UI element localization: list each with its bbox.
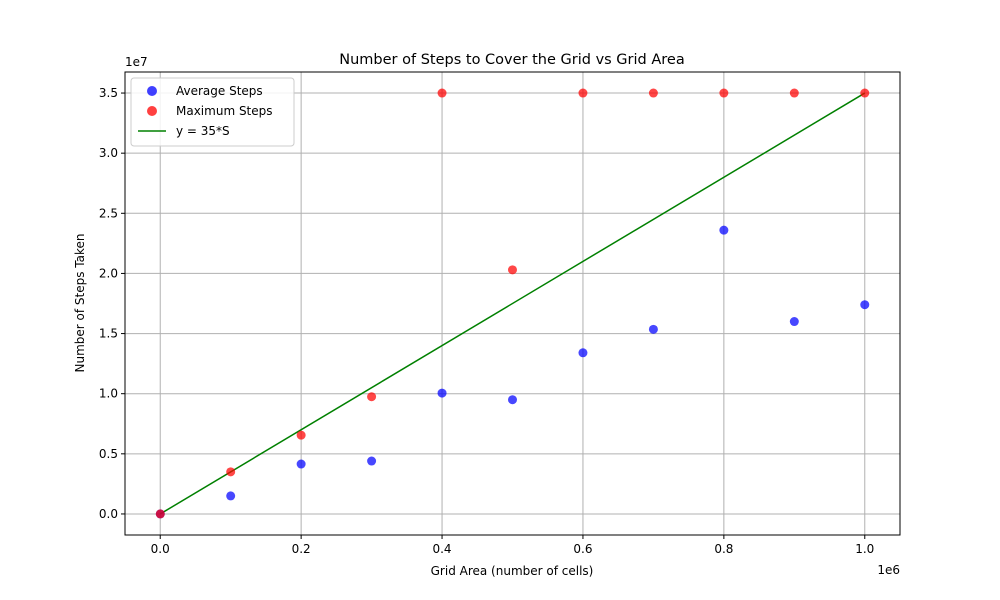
maximum-steps-point bbox=[155, 509, 165, 519]
average-steps-point bbox=[789, 317, 799, 327]
average-steps-point bbox=[367, 456, 377, 466]
legend: Average Steps Maximum Steps y = 35*S bbox=[130, 77, 295, 147]
maximum-steps-point bbox=[437, 88, 447, 98]
average-steps-point bbox=[437, 388, 447, 398]
chart-title: Number of Steps to Cover the Grid vs Gri… bbox=[339, 52, 684, 68]
y-tick-label: 1.5 bbox=[99, 327, 118, 341]
y-tick-label: 2.0 bbox=[99, 266, 118, 280]
x-tick-label: 0.2 bbox=[292, 542, 311, 556]
average-steps-point bbox=[508, 395, 517, 405]
legend-marker-maximum bbox=[147, 106, 157, 116]
maximum-steps-point bbox=[508, 265, 517, 275]
x-tick-label: 0.8 bbox=[714, 542, 733, 556]
x-tick-label: 0.0 bbox=[151, 542, 170, 556]
average-steps-point bbox=[296, 459, 306, 469]
average-steps-point bbox=[578, 348, 588, 358]
legend-label-average: Average Steps bbox=[176, 84, 263, 98]
y-axis-offset-label: 1e7 bbox=[125, 55, 148, 69]
legend-marker-average bbox=[147, 86, 157, 96]
y-tick-label: 1.0 bbox=[99, 387, 118, 401]
maximum-steps-point bbox=[296, 430, 306, 440]
legend-label-maximum: Maximum Steps bbox=[176, 104, 273, 118]
y-tick-label: 2.5 bbox=[99, 206, 118, 220]
x-axis-offset-label: 1e6 bbox=[877, 563, 900, 577]
average-steps-point bbox=[860, 300, 870, 310]
average-steps-point bbox=[648, 324, 658, 334]
y-axis-label: Number of Steps Taken bbox=[73, 234, 87, 373]
average-steps-point bbox=[226, 491, 236, 501]
y-tick-label: 3.5 bbox=[99, 86, 118, 100]
maximum-steps-point bbox=[789, 88, 799, 98]
x-tick-label: 0.4 bbox=[432, 542, 451, 556]
x-tick-label: 1.0 bbox=[855, 542, 874, 556]
plot-frame bbox=[124, 71, 901, 536]
axis-ticks: 0.0 0.2 0.4 0.6 0.8 1.0 0.0 0.5 1.0 1.5 2.0 2.5 3.0 3… bbox=[99, 86, 874, 556]
maximum-steps-point bbox=[578, 88, 588, 98]
maximum-steps-point bbox=[226, 467, 236, 477]
legend-box bbox=[130, 77, 295, 147]
maximum-steps-point bbox=[860, 88, 870, 98]
x-axis-label: Grid Area (number of cells) bbox=[431, 564, 594, 578]
y-tick-label: 0.5 bbox=[99, 447, 118, 461]
y-tick-label: 3.0 bbox=[99, 146, 118, 160]
maximum-steps-point bbox=[719, 88, 729, 98]
x-tick-label: 0.6 bbox=[573, 542, 592, 556]
maximum-steps-point bbox=[648, 88, 658, 98]
y-tick-label: 0.0 bbox=[99, 507, 118, 521]
plot-series bbox=[155, 88, 870, 519]
legend-label-fit: y = 35*S bbox=[176, 124, 230, 138]
fit-line bbox=[159, 92, 866, 515]
average-steps-point bbox=[719, 225, 729, 235]
maximum-steps-point bbox=[367, 392, 377, 402]
